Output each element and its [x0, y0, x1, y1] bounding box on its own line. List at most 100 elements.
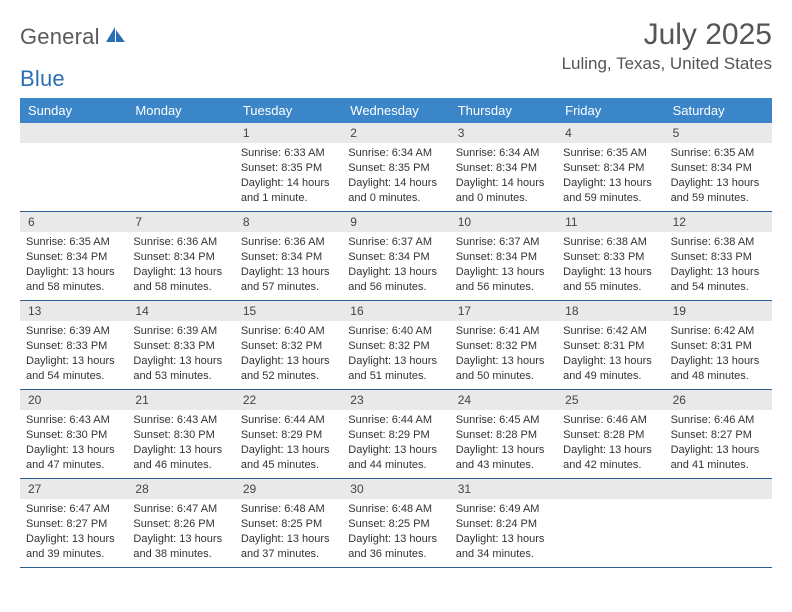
- sunrise-text: Sunrise: 6:37 AM: [348, 235, 443, 250]
- day-number: 28: [127, 479, 234, 499]
- day-number: 27: [20, 479, 127, 499]
- daylight-text: Daylight: 13 hours and 48 minutes.: [671, 354, 766, 384]
- day-details: Sunrise: 6:40 AMSunset: 8:32 PMDaylight:…: [342, 321, 449, 387]
- daylight-text: Daylight: 13 hours and 44 minutes.: [348, 443, 443, 473]
- sunrise-text: Sunrise: 6:33 AM: [241, 146, 336, 161]
- day-details: Sunrise: 6:37 AMSunset: 8:34 PMDaylight:…: [450, 232, 557, 298]
- day-header-sun: Sunday: [20, 98, 127, 123]
- daylight-text: Daylight: 13 hours and 56 minutes.: [348, 265, 443, 295]
- sunrise-text: Sunrise: 6:44 AM: [241, 413, 336, 428]
- calendar-cell: 22Sunrise: 6:44 AMSunset: 8:29 PMDayligh…: [235, 390, 342, 478]
- day-number: 13: [20, 301, 127, 321]
- calendar-cell: 12Sunrise: 6:38 AMSunset: 8:33 PMDayligh…: [665, 212, 772, 300]
- calendar-grid: Sunday Monday Tuesday Wednesday Thursday…: [20, 98, 772, 568]
- calendar-week: 6Sunrise: 6:35 AMSunset: 8:34 PMDaylight…: [20, 212, 772, 301]
- sunset-text: Sunset: 8:27 PM: [671, 428, 766, 443]
- sunrise-text: Sunrise: 6:39 AM: [133, 324, 228, 339]
- calendar-cell: 10Sunrise: 6:37 AMSunset: 8:34 PMDayligh…: [450, 212, 557, 300]
- day-details: Sunrise: 6:42 AMSunset: 8:31 PMDaylight:…: [557, 321, 664, 387]
- calendar-week: 27Sunrise: 6:47 AMSunset: 8:27 PMDayligh…: [20, 479, 772, 568]
- sunrise-text: Sunrise: 6:43 AM: [26, 413, 121, 428]
- calendar-cell: 24Sunrise: 6:45 AMSunset: 8:28 PMDayligh…: [450, 390, 557, 478]
- day-number: 8: [235, 212, 342, 232]
- day-headers-row: Sunday Monday Tuesday Wednesday Thursday…: [20, 98, 772, 123]
- day-details: Sunrise: 6:35 AMSunset: 8:34 PMDaylight:…: [20, 232, 127, 298]
- day-number: [665, 479, 772, 499]
- day-header-tue: Tuesday: [235, 98, 342, 123]
- day-number: 7: [127, 212, 234, 232]
- day-details: Sunrise: 6:47 AMSunset: 8:27 PMDaylight:…: [20, 499, 127, 565]
- daylight-text: Daylight: 14 hours and 0 minutes.: [456, 176, 551, 206]
- sunset-text: Sunset: 8:34 PM: [456, 161, 551, 176]
- sunrise-text: Sunrise: 6:35 AM: [26, 235, 121, 250]
- sunset-text: Sunset: 8:35 PM: [241, 161, 336, 176]
- calendar-week: 20Sunrise: 6:43 AMSunset: 8:30 PMDayligh…: [20, 390, 772, 479]
- sunrise-text: Sunrise: 6:47 AM: [26, 502, 121, 517]
- day-details: Sunrise: 6:36 AMSunset: 8:34 PMDaylight:…: [235, 232, 342, 298]
- day-details: Sunrise: 6:33 AMSunset: 8:35 PMDaylight:…: [235, 143, 342, 209]
- day-number: 15: [235, 301, 342, 321]
- daylight-text: Daylight: 13 hours and 51 minutes.: [348, 354, 443, 384]
- daylight-text: Daylight: 13 hours and 37 minutes.: [241, 532, 336, 562]
- day-number: [557, 479, 664, 499]
- day-header-fri: Friday: [557, 98, 664, 123]
- sunrise-text: Sunrise: 6:46 AM: [671, 413, 766, 428]
- day-details: Sunrise: 6:34 AMSunset: 8:34 PMDaylight:…: [450, 143, 557, 209]
- sunrise-text: Sunrise: 6:42 AM: [563, 324, 658, 339]
- sunset-text: Sunset: 8:33 PM: [133, 339, 228, 354]
- day-number: [20, 123, 127, 143]
- calendar-cell: 2Sunrise: 6:34 AMSunset: 8:35 PMDaylight…: [342, 123, 449, 211]
- calendar-cell: 7Sunrise: 6:36 AMSunset: 8:34 PMDaylight…: [127, 212, 234, 300]
- day-details: Sunrise: 6:49 AMSunset: 8:24 PMDaylight:…: [450, 499, 557, 565]
- sunset-text: Sunset: 8:32 PM: [241, 339, 336, 354]
- day-details: Sunrise: 6:46 AMSunset: 8:28 PMDaylight:…: [557, 410, 664, 476]
- calendar-cell: 25Sunrise: 6:46 AMSunset: 8:28 PMDayligh…: [557, 390, 664, 478]
- day-details: Sunrise: 6:47 AMSunset: 8:26 PMDaylight:…: [127, 499, 234, 565]
- day-details: Sunrise: 6:43 AMSunset: 8:30 PMDaylight:…: [127, 410, 234, 476]
- sunset-text: Sunset: 8:34 PM: [133, 250, 228, 265]
- sunrise-text: Sunrise: 6:40 AM: [241, 324, 336, 339]
- sunset-text: Sunset: 8:29 PM: [241, 428, 336, 443]
- logo-text-2: Blue: [20, 66, 65, 92]
- day-number: 5: [665, 123, 772, 143]
- daylight-text: Daylight: 13 hours and 45 minutes.: [241, 443, 336, 473]
- calendar-cell: 27Sunrise: 6:47 AMSunset: 8:27 PMDayligh…: [20, 479, 127, 567]
- day-number: 2: [342, 123, 449, 143]
- daylight-text: Daylight: 14 hours and 0 minutes.: [348, 176, 443, 206]
- sunset-text: Sunset: 8:29 PM: [348, 428, 443, 443]
- daylight-text: Daylight: 13 hours and 54 minutes.: [26, 354, 121, 384]
- sunrise-text: Sunrise: 6:48 AM: [241, 502, 336, 517]
- calendar-cell: 3Sunrise: 6:34 AMSunset: 8:34 PMDaylight…: [450, 123, 557, 211]
- calendar-cell: 23Sunrise: 6:44 AMSunset: 8:29 PMDayligh…: [342, 390, 449, 478]
- day-number: 4: [557, 123, 664, 143]
- day-details: Sunrise: 6:35 AMSunset: 8:34 PMDaylight:…: [557, 143, 664, 209]
- day-details: Sunrise: 6:38 AMSunset: 8:33 PMDaylight:…: [557, 232, 664, 298]
- daylight-text: Daylight: 13 hours and 39 minutes.: [26, 532, 121, 562]
- sunrise-text: Sunrise: 6:38 AM: [671, 235, 766, 250]
- sunrise-text: Sunrise: 6:39 AM: [26, 324, 121, 339]
- sunset-text: Sunset: 8:27 PM: [26, 517, 121, 532]
- sunrise-text: Sunrise: 6:46 AM: [563, 413, 658, 428]
- daylight-text: Daylight: 13 hours and 58 minutes.: [133, 265, 228, 295]
- sunrise-text: Sunrise: 6:34 AM: [456, 146, 551, 161]
- day-number: 23: [342, 390, 449, 410]
- sunset-text: Sunset: 8:34 PM: [26, 250, 121, 265]
- daylight-text: Daylight: 13 hours and 54 minutes.: [671, 265, 766, 295]
- sunset-text: Sunset: 8:35 PM: [348, 161, 443, 176]
- daylight-text: Daylight: 13 hours and 41 minutes.: [671, 443, 766, 473]
- sunset-text: Sunset: 8:28 PM: [456, 428, 551, 443]
- sunset-text: Sunset: 8:25 PM: [241, 517, 336, 532]
- day-header-sat: Saturday: [665, 98, 772, 123]
- day-number: 14: [127, 301, 234, 321]
- day-details: [557, 499, 664, 506]
- day-number: 17: [450, 301, 557, 321]
- calendar-cell: 19Sunrise: 6:42 AMSunset: 8:31 PMDayligh…: [665, 301, 772, 389]
- daylight-text: Daylight: 13 hours and 59 minutes.: [671, 176, 766, 206]
- sunset-text: Sunset: 8:32 PM: [348, 339, 443, 354]
- day-number: 21: [127, 390, 234, 410]
- sunrise-text: Sunrise: 6:36 AM: [241, 235, 336, 250]
- calendar-cell: 21Sunrise: 6:43 AMSunset: 8:30 PMDayligh…: [127, 390, 234, 478]
- day-number: 16: [342, 301, 449, 321]
- daylight-text: Daylight: 13 hours and 43 minutes.: [456, 443, 551, 473]
- day-details: Sunrise: 6:34 AMSunset: 8:35 PMDaylight:…: [342, 143, 449, 209]
